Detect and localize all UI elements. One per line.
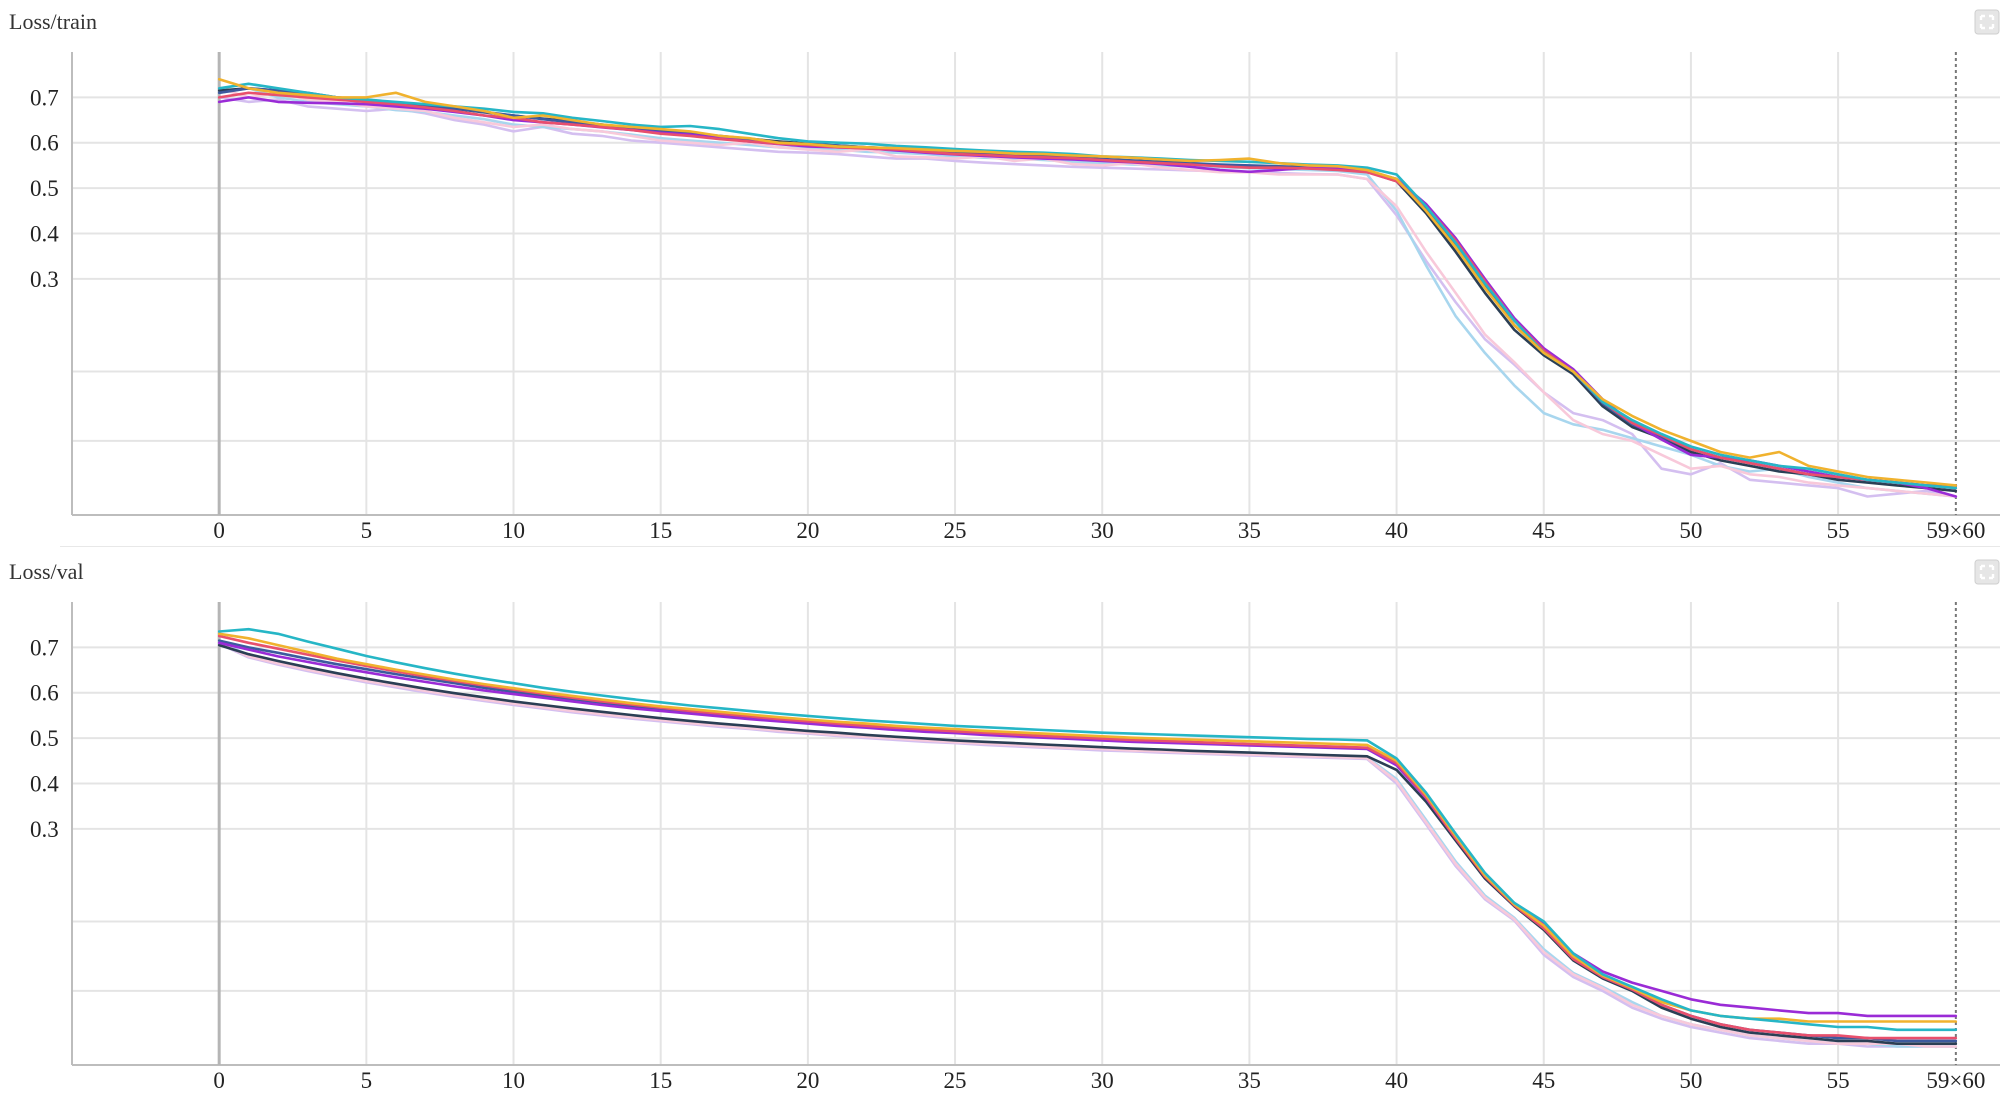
x-tick-label: 10: [502, 518, 525, 543]
x-tick-label: 30: [1091, 1068, 1114, 1093]
x-tick-label: 45: [1532, 1068, 1555, 1093]
x-tick-label: 20: [796, 518, 819, 543]
x-end-label: 59×60: [1926, 1068, 1985, 1093]
x-tick-label: 10: [502, 1068, 525, 1093]
y-tick-label: 0.6: [30, 131, 59, 156]
series-line: [217, 640, 1958, 1048]
x-tick-label: 40: [1385, 518, 1408, 543]
expand-icon[interactable]: [1973, 558, 2001, 586]
x-tick-label: 5: [361, 518, 373, 543]
y-tick-label: 0.5: [30, 726, 59, 751]
y-tick-label: 0.4: [30, 771, 59, 796]
x-end-label: 59×60: [1926, 518, 1985, 543]
x-tick-label: 35: [1238, 518, 1261, 543]
y-tick-label: 0.6: [30, 681, 59, 706]
y-tick-label: 0.7: [30, 635, 59, 660]
series-line: [217, 87, 1958, 498]
loss-train-chart: 0 5 10 15 20 25 30 35 40 45 50 55 59×60 0.7 0.6 0.5 0.4 0…: [30, 52, 2000, 543]
loss-val-panel: Loss/val 0 5 10 15 20 25 30 35 40 45 50 55 59×60 0.7 0…: [0, 550, 2007, 1093]
series-line: [217, 87, 1958, 487]
series-line: [217, 87, 1958, 498]
x-tick-label: 0: [213, 1068, 225, 1093]
x-tick-label: 55: [1827, 1068, 1850, 1093]
series-line: [217, 641, 1958, 1048]
x-tick-label: 25: [944, 1068, 967, 1093]
chart-title: Loss/train: [9, 9, 97, 34]
y-tick-label: 0.3: [30, 267, 59, 292]
x-tick-label: 20: [796, 1068, 819, 1093]
panel-divider: [60, 546, 2000, 547]
series-line: [217, 641, 1958, 1018]
x-tick-label: 50: [1679, 518, 1702, 543]
x-tick-label: 35: [1238, 1068, 1261, 1093]
x-tick-label: 45: [1532, 518, 1555, 543]
x-tick-label: 15: [649, 518, 672, 543]
loss-val-chart: 0 5 10 15 20 25 30 35 40 45 50 55 59×60 0.7 0.6 0.5 0.4 0…: [30, 602, 2000, 1093]
series-line: [217, 77, 1958, 487]
x-tick-label: 5: [361, 1068, 373, 1093]
series-line: [217, 627, 1958, 1032]
x-tick-label: 30: [1091, 518, 1114, 543]
y-tick-label: 0.7: [30, 85, 59, 110]
expand-icon[interactable]: [1973, 8, 2001, 36]
y-tick-label: 0.4: [30, 221, 59, 246]
x-tick-label: 50: [1679, 1068, 1702, 1093]
series-line: [217, 634, 1958, 1040]
series-line: [217, 642, 1958, 1048]
y-tick-label: 0.5: [30, 176, 59, 201]
x-tick-label: 55: [1827, 518, 1850, 543]
series-line: [217, 87, 1958, 493]
series-line: [217, 96, 1958, 498]
loss-train-panel: Loss/train 0 5 10 15 20 25 30 35 40 45 50 55 59×60 0.…: [0, 0, 2007, 545]
series-line: [217, 82, 1958, 490]
y-tick-label: 0.3: [30, 817, 59, 842]
series-line: [217, 643, 1958, 1046]
x-tick-label: 25: [944, 518, 967, 543]
chart-title: Loss/val: [9, 559, 84, 584]
series-line: [217, 632, 1958, 1023]
x-tick-label: 40: [1385, 1068, 1408, 1093]
series-line: [217, 91, 1958, 490]
x-tick-label: 0: [213, 518, 225, 543]
x-tick-label: 15: [649, 1068, 672, 1093]
